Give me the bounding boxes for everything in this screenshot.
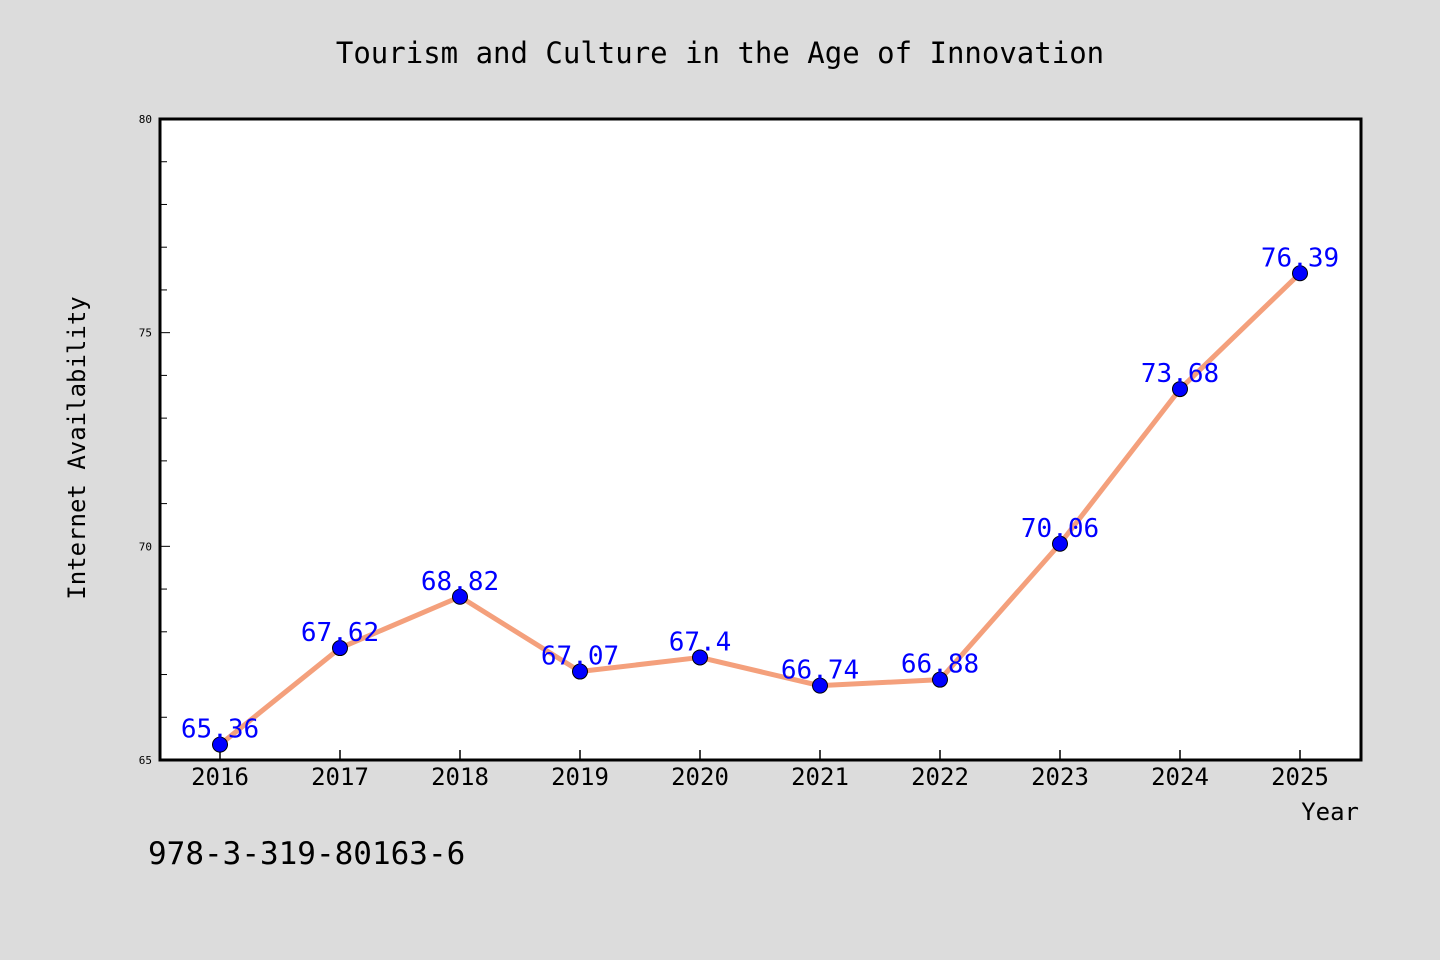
data-label: 70.06 xyxy=(1021,514,1099,544)
data-label: 67.62 xyxy=(301,618,379,648)
data-label: 66.74 xyxy=(781,656,859,686)
data-point-marker xyxy=(1052,535,1068,552)
y-axis-label: Internet Availability xyxy=(63,296,91,599)
x-tick-label: 2024 xyxy=(1151,763,1209,791)
y-tick-label: 75 xyxy=(139,327,152,340)
y-tick-label: 65 xyxy=(139,754,152,767)
data-label: 65.36 xyxy=(181,715,259,745)
x-tick-label: 2022 xyxy=(911,763,969,791)
data-label: 67.4 xyxy=(669,627,732,657)
data-point-marker xyxy=(332,640,348,657)
x-axis: 2016 2017 2018 2019 2020 2021 2022 2023 2024 2025 xyxy=(191,750,1329,791)
x-tick-label: 2025 xyxy=(1271,763,1329,791)
y-axis: 65 70 75 80 xyxy=(139,113,170,767)
x-tick-label: 2019 xyxy=(551,763,609,791)
x-tick-label: 2017 xyxy=(311,763,369,791)
chart-title: Tourism and Culture in the Age of Innova… xyxy=(336,36,1104,70)
data-label: 76.39 xyxy=(1261,243,1339,273)
data-label: 68.82 xyxy=(421,567,499,597)
data-point-marker xyxy=(812,677,828,694)
data-points xyxy=(212,265,1308,753)
data-label: 67.07 xyxy=(541,642,619,672)
x-tick-label: 2023 xyxy=(1031,763,1089,791)
y-tick-label: 70 xyxy=(139,540,152,553)
data-labels: 65.36 67.62 68.82 67.07 67.4 66.74 66.88 70.06 7… xyxy=(181,243,1339,744)
x-tick-label: 2018 xyxy=(431,763,489,791)
series-line xyxy=(217,270,1303,748)
data-label: 66.88 xyxy=(901,650,979,680)
data-point-marker xyxy=(692,649,708,666)
plot-area xyxy=(158,117,1363,762)
data-point-marker xyxy=(1172,381,1188,398)
data-point-marker xyxy=(572,663,588,680)
x-axis-label: Year xyxy=(1301,798,1359,826)
data-point-marker xyxy=(452,588,468,605)
y-tick-label: 80 xyxy=(139,113,152,126)
data-point-marker xyxy=(212,736,228,753)
data-point-marker xyxy=(932,671,948,688)
x-tick-label: 2020 xyxy=(671,763,729,791)
data-point-marker xyxy=(1292,265,1308,282)
footnote-isbn: 978-3-319-80163-6 xyxy=(148,836,465,872)
x-tick-label: 2021 xyxy=(791,763,849,791)
data-label: 73.68 xyxy=(1141,359,1219,389)
x-tick-label: 2016 xyxy=(191,763,249,791)
